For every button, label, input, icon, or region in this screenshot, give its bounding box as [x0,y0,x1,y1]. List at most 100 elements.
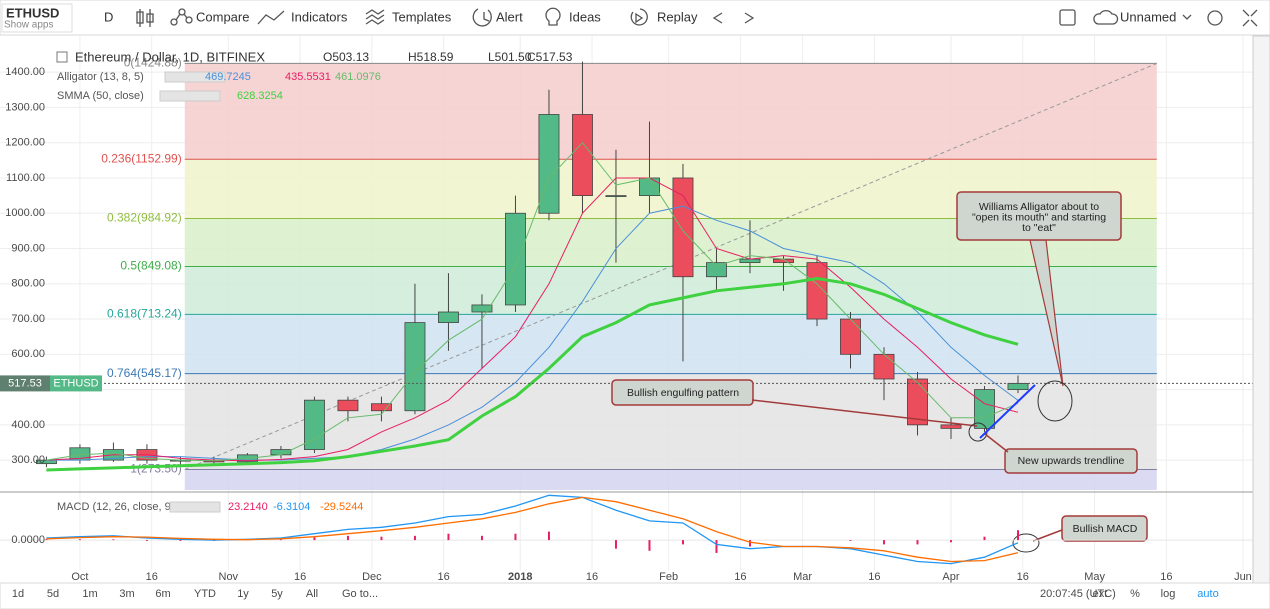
undo-redo-icon [712,12,755,24]
range-button[interactable]: 3m [119,588,134,600]
goto[interactable]: Go to... [342,588,378,600]
range-button[interactable]: YTD [194,588,216,600]
macd-histogram-bar [949,540,952,543]
callout-pointer [751,399,978,427]
candle-body [672,177,694,278]
candle-body [337,399,359,412]
macd-histogram-bar [715,540,718,553]
toolbar-button[interactable]: Ideas [569,9,601,24]
scale-option[interactable]: % [1130,588,1140,600]
x-tick-label: 16 [146,571,158,583]
fib-band [184,469,1157,490]
indicator-controls[interactable] [159,90,221,102]
toolbar-button[interactable]: Indicators [291,9,348,24]
x-tick-label: 16 [734,571,746,583]
interval[interactable]: D [104,9,113,24]
expand-icon[interactable] [1242,9,1258,27]
callout-pointer [979,384,1036,439]
indicator-controls[interactable] [164,71,226,83]
indicator-line [46,276,1019,472]
annotation-text: New upwards trendline [1018,455,1125,467]
compare-icon [170,8,193,26]
bottom-bar [0,582,1270,609]
y-tick-label: 1300.00 [5,101,45,113]
x-tick-label: Jun [1234,571,1252,583]
macd-histogram-bar [681,540,684,545]
macd-histogram-bar [849,540,852,541]
y-tick-label: 800.00 [11,278,45,290]
candle-body [840,318,861,355]
range-button[interactable]: All [306,588,318,600]
macd-histogram-bar [112,539,115,541]
candle-body [270,449,292,456]
y-tick-label: 400.00 [11,419,45,431]
x-tick-label: 16 [868,571,880,583]
symbol[interactable]: ETHUSD [6,5,59,20]
toolbar-button[interactable]: Templates [392,9,452,24]
cloud-icon [1093,10,1119,25]
symbol-tag-text: ETHUSD [53,377,98,389]
toolbar-button[interactable]: Alert [496,9,523,24]
callout-box [1061,515,1148,542]
last-price: 517.53 [8,377,42,389]
legend-icon[interactable] [56,51,68,63]
range-button[interactable]: 1y [237,588,249,600]
x-tick-label: 2018 [508,571,532,583]
x-tick-label: 16 [586,571,598,583]
x-tick-label: Mar [793,571,812,583]
ohlc-value: O503.13 [323,50,369,64]
settings-icon[interactable] [1207,10,1223,26]
symbol-box[interactable] [1,3,73,33]
candle-body [303,399,325,450]
annotation-text: Bullish engulfing pattern [627,387,739,399]
macd-name: MACD (12, 26, close, 9) [57,501,174,513]
indicator-value: 628.3254 [237,90,283,102]
annotation-text: to "eat" [1022,222,1056,234]
annotation-text: Williams Alligator about to [979,201,1099,213]
fib-label: 0.382(984.92) [107,211,182,225]
indicator-value: 435.5531 [285,71,331,83]
range-button[interactable]: 5y [271,588,283,600]
scale-option[interactable]: log [1161,588,1176,600]
indicator-name: Alligator (13, 8, 5) [57,71,144,83]
macd-controls[interactable] [169,501,221,513]
candle-body [371,403,392,412]
candle-body [505,212,526,306]
x-tick-label: Apr [942,571,959,583]
x-tick-label: Nov [219,571,239,583]
toolbar-button[interactable]: Replay [657,9,698,24]
ohlc-value: C517.53 [527,50,573,64]
x-tick-label: 16 [1160,571,1172,583]
macd-line [46,496,1019,563]
range-button[interactable]: 1m [82,588,97,600]
indicator-value: 461.0976 [335,71,381,83]
callout-box [956,191,1122,241]
range-button[interactable]: 1d [12,588,24,600]
macd-histogram-bar [45,539,48,541]
macd-histogram-bar [648,540,651,551]
scale-option[interactable]: auto [1197,588,1218,600]
fib-band [184,63,1157,160]
macd-line [46,494,1019,565]
x-tick-label: 16 [438,571,450,583]
candle-body [538,114,560,214]
layout-name[interactable]: Unnamed [1120,9,1176,24]
annotation-text: Bullish MACD [1073,523,1138,535]
range-button[interactable]: 6m [155,588,170,600]
show-apps[interactable]: Show apps [4,20,53,31]
toolbar-buttons: Compare Indicators Templates Alert Ideas Repl… [196,9,1176,24]
macd-histogram-bar [983,536,986,541]
ideas-icon [545,7,561,26]
y-tick-label: 700.00 [11,313,45,325]
candle-body [706,262,727,278]
toolbar-button[interactable]: Compare [196,9,249,24]
fullscreen-box[interactable] [1059,9,1076,26]
x-tick-label: May [1084,571,1105,583]
macd-histogram-bar [179,540,182,541]
scale-option[interactable]: ext [1093,588,1108,600]
range-button[interactable]: 5d [47,588,59,600]
callout-box [1004,448,1138,474]
clock: 20:07:45 (UTC) [1040,588,1116,600]
layout-caret[interactable] [1182,14,1192,20]
